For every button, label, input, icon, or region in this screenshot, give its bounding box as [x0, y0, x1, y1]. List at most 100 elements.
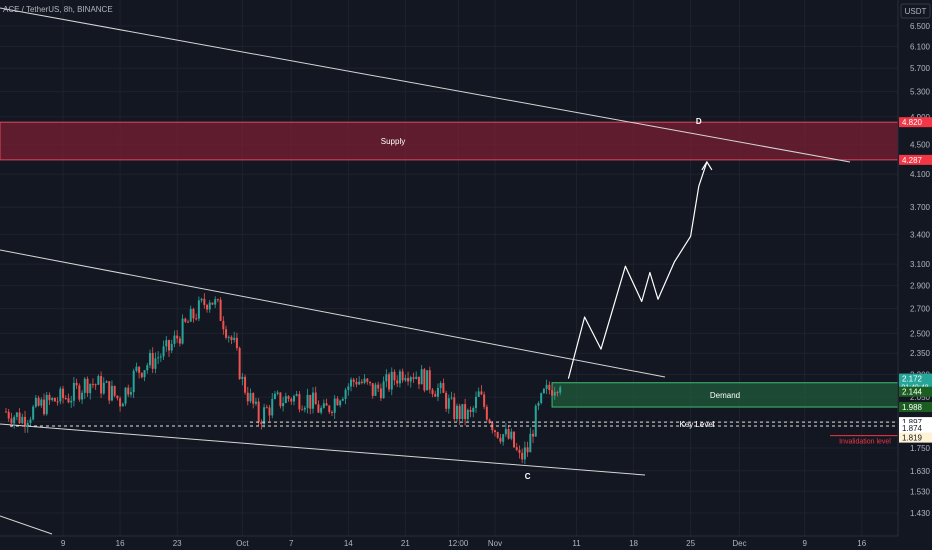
projection-layer: [567, 160, 713, 379]
candle-body: [553, 392, 556, 396]
price-tick-label: 3.700: [910, 203, 931, 212]
time-tick-label: 16: [857, 539, 866, 548]
candle-body: [81, 392, 84, 400]
candle-body: [507, 429, 510, 439]
invalidation-label: Invalidation level: [839, 439, 891, 446]
candle-body: [276, 392, 279, 394]
price-tag: [899, 117, 932, 128]
time-axis-panel[interactable]: [0, 536, 932, 550]
candle-body: [292, 395, 295, 402]
point-d-label: D: [696, 117, 702, 126]
candle-body: [254, 401, 257, 404]
price-tick-label: 2.500: [910, 329, 931, 338]
candle-body: [75, 382, 78, 386]
price-tag-value: 1.988: [902, 403, 923, 412]
candle-body: [40, 399, 43, 406]
price-axis-panel[interactable]: [898, 0, 932, 536]
price-tag: [899, 402, 932, 413]
candle-body: [502, 434, 505, 442]
candle-body: [233, 337, 236, 341]
price-tag-value: 2.144: [902, 388, 923, 397]
candle-body: [469, 409, 472, 413]
candle-body: [72, 382, 75, 401]
candle-body: [83, 378, 86, 393]
candle-body: [404, 378, 407, 381]
price-tick-label: 6.100: [910, 42, 931, 51]
price-tag: [899, 386, 932, 397]
candle-body: [214, 299, 217, 305]
candle-body: [21, 416, 24, 424]
candle-body: [350, 379, 353, 387]
candle-body: [388, 374, 391, 390]
candle-body: [51, 397, 54, 401]
time-tick-label: Dec: [732, 539, 746, 548]
projection-path: [567, 161, 708, 379]
price-tick-label: 2.350: [910, 349, 931, 358]
candle-body: [355, 381, 358, 385]
candle-body: [518, 449, 521, 453]
upper-trendline: [0, 7, 851, 163]
candle-body: [545, 384, 548, 389]
candle-body: [317, 404, 320, 413]
candle-body: [225, 329, 228, 338]
candle-body: [7, 411, 10, 419]
candle-body: [412, 377, 415, 379]
candle-body: [398, 371, 401, 384]
candle-body: [113, 385, 116, 396]
candle-body: [216, 299, 219, 301]
candle-body: [322, 403, 325, 408]
candle-body: [132, 370, 135, 393]
candle-body: [138, 366, 141, 373]
candle-body: [129, 392, 132, 395]
projection-arrowhead: [701, 160, 713, 171]
candle-body: [211, 302, 214, 305]
candle-body: [540, 393, 543, 404]
candle-body: [420, 369, 423, 385]
candle-body: [287, 396, 290, 399]
candle-body: [86, 378, 89, 394]
price-tag-value: 1.897: [902, 418, 923, 427]
candle-body: [352, 379, 355, 382]
candle-body: [311, 392, 314, 409]
candle-body: [445, 392, 448, 409]
candle-body: [257, 401, 260, 422]
time-tick-label: 18: [629, 539, 638, 548]
currency-label: USDT: [905, 7, 927, 16]
price-tick-label: 1.630: [910, 467, 931, 476]
currency-badge[interactable]: [900, 3, 931, 19]
price-tick-label: 4.100: [910, 170, 931, 179]
price-tag-value: 4.287: [902, 156, 923, 165]
candle-body: [67, 398, 70, 403]
candle-body: [273, 393, 276, 399]
candle-body: [298, 394, 301, 410]
candle-body: [371, 383, 374, 396]
candle-body: [252, 393, 255, 404]
candle-body: [282, 402, 285, 407]
price-axis-ticks: 6.5006.1005.7005.3004.9004.5004.1003.700…: [910, 22, 931, 518]
candle-body: [105, 381, 108, 383]
price-tick-label: 2.700: [910, 305, 931, 314]
candle-body: [534, 405, 537, 437]
candle-body: [532, 433, 535, 437]
candle-body: [89, 383, 92, 394]
candle-body: [62, 388, 65, 399]
price-tick-label: 2.050: [910, 393, 931, 402]
price-tag-value: 1.819: [902, 434, 923, 443]
candle-body: [328, 405, 331, 412]
candle-body: [5, 411, 7, 413]
price-tag: [899, 154, 932, 165]
candle-body: [116, 395, 119, 399]
candle-body: [148, 353, 151, 366]
candle-body: [110, 385, 113, 401]
candle-body: [363, 378, 366, 383]
candle-body: [165, 340, 168, 347]
candle-body: [238, 347, 241, 380]
candle-body: [390, 371, 393, 390]
candle-body: [396, 380, 399, 384]
candle-body: [480, 391, 483, 395]
candle-body: [290, 398, 293, 402]
candle-body: [70, 400, 73, 403]
